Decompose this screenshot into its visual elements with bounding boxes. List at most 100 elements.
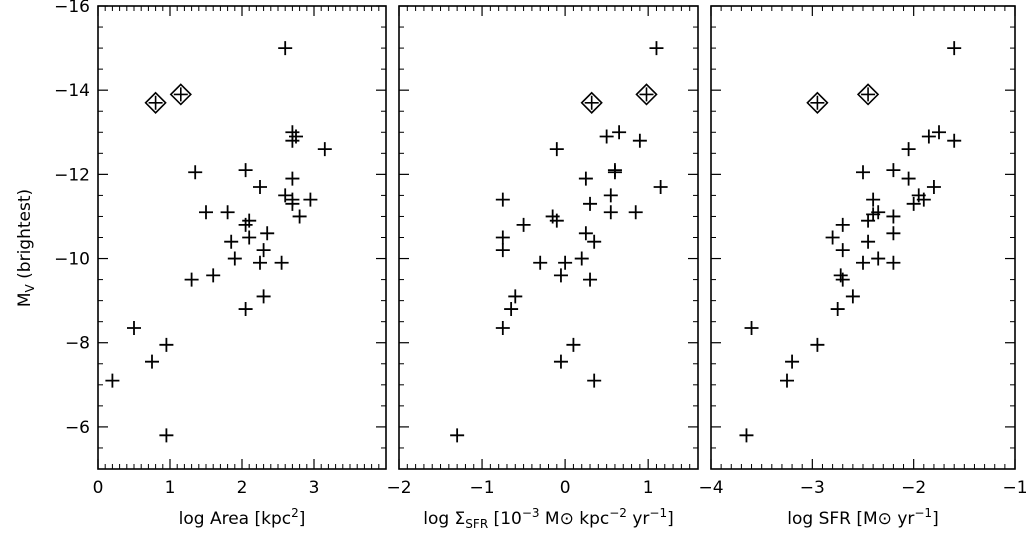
panel-1-data-point [227,251,242,266]
panel-1-data-point [199,205,213,220]
panel-2-data-point [516,217,531,232]
panel-3-data-point [901,142,916,157]
panel-3-data-point [861,213,876,228]
panel-1-data-point [303,192,318,207]
panel-3-diamond-point [806,91,829,114]
panel-1-data-point [256,289,271,304]
panel-3-x-tick-label: −3 [800,478,825,498]
panel-2-data-point [653,179,668,194]
panel-3-data-point [921,129,936,144]
panel-2-data-point [603,188,618,203]
panel-2-x-axis-label: log ΣSFR [10−3 M⊙ kpc−2 yr−1] [423,506,674,531]
panel-1-data-point [253,255,267,270]
panel-3-data-point [916,192,931,207]
panel-1-x-axis-label-part: log Area [kpc [179,509,291,529]
panel-3-data-point [906,196,921,211]
panel-3-data-point [926,179,941,194]
panel-3-data-point [886,226,901,241]
panel-2-x-axis-label-part: −3 [522,506,540,520]
panel-2-x-axis-label-part: log Σ [423,509,465,529]
panel-2-data-point [504,302,519,317]
panel-1-y-tick-label: −16 [54,0,90,17]
panel-1-data-point [274,255,289,270]
panel-2-data-point [607,165,622,180]
panel-1-x-axis-label: log Area [kpc2] [179,506,306,529]
panel-2-data-point [558,255,573,270]
panel-1-x-tick-label: 2 [237,478,248,498]
panel-2-data-point [450,428,465,443]
panel-1-data-point [159,428,174,443]
panel-2-data-point [566,337,581,352]
panel-1-x-tick-label: 3 [309,478,320,498]
panel-2-diamond-point [580,91,603,114]
panel-3-data-point [866,192,881,207]
panel-3-data-point [810,337,825,352]
panel-2-data-point [578,226,593,241]
panel-3-data-point [932,125,946,140]
panel-3-data-point [825,230,840,245]
panel-3-data-point [835,217,850,232]
panel-1-y-tick-label: −14 [54,81,90,101]
panel-2-data-point [578,171,593,186]
panel-3-data-point [856,255,870,270]
panel-1-x-tick-label: 1 [165,478,176,498]
panel-1-data-point [317,142,332,157]
panel-2-data-point [599,129,614,144]
panel-2-data-point [549,142,564,157]
y-axis-label-sub: V [23,283,37,292]
panel-3-data-point [947,41,962,56]
panel-1-data-point [224,234,239,249]
panel-3-data-point [835,272,850,287]
panel-1-x-tick-label: 0 [93,478,104,498]
panel-2-x-axis-label-part: SFR [465,517,488,531]
panel-2-frame [398,5,699,470]
panel-3-x-tick-label: −1 [1002,478,1026,498]
panel-3-x-tick-label: −2 [901,478,926,498]
panel-2-data-point [533,255,548,270]
panel-3-data-point [845,289,860,304]
y-axis-label-rest: (brightest) [15,189,35,284]
panel-1-data-point [206,268,221,283]
panel-1-data-point [289,129,303,144]
panel-2-data-point [495,192,510,207]
panel-2-x-tick-label: −2 [386,478,411,498]
panel-1-y-tick-label: −6 [65,418,90,438]
panel-2-x-axis-label-part: M⊙ kpc [540,509,610,529]
panel-3-data-point [744,320,759,335]
panel-3-data-point [901,171,916,186]
panel-2-data-point [553,354,568,369]
panel-1-data-point [145,354,159,369]
panel-3-data-point [886,163,901,178]
panel-3-data-point [739,428,754,443]
y-axis-label: MV (brightest) [15,189,37,307]
panel-2-data-point [612,125,627,140]
panel-3-data-point [871,251,886,266]
panel-1-x-axis-label-part: 2 [291,506,299,520]
panel-2-data-point [628,205,643,220]
panel-1-frame [97,5,387,470]
panel-1-data-point [238,163,253,178]
panel-2-data-point [574,251,589,266]
panel-3-data-point [856,165,870,180]
panel-3-x-axis-label-part: −1 [914,506,932,520]
panel-3-data-point [861,234,876,249]
panel-2-data-point [587,234,602,249]
panel-3-frame [710,5,1016,470]
panel-1-data-point [285,196,300,211]
panel-2-x-axis-label-part: −2 [609,506,627,520]
panel-1-data-point [127,320,141,335]
panel-1-x-axis-label-part: ] [299,509,306,529]
panel-3-data-point [830,302,845,317]
panel-1-data-point [159,337,174,352]
panel-3-data-point [886,209,901,224]
panel-1-data-point [242,230,257,245]
panel-2-data-point [587,373,602,388]
panel-1-data-point [238,302,253,317]
panel-3-x-axis-label: log SFR [M⊙ yr−1] [787,506,938,529]
panel-1-y-tick-label: −8 [65,334,90,354]
panel-2-data-point [495,230,510,245]
panel-2-data-point [649,41,664,56]
